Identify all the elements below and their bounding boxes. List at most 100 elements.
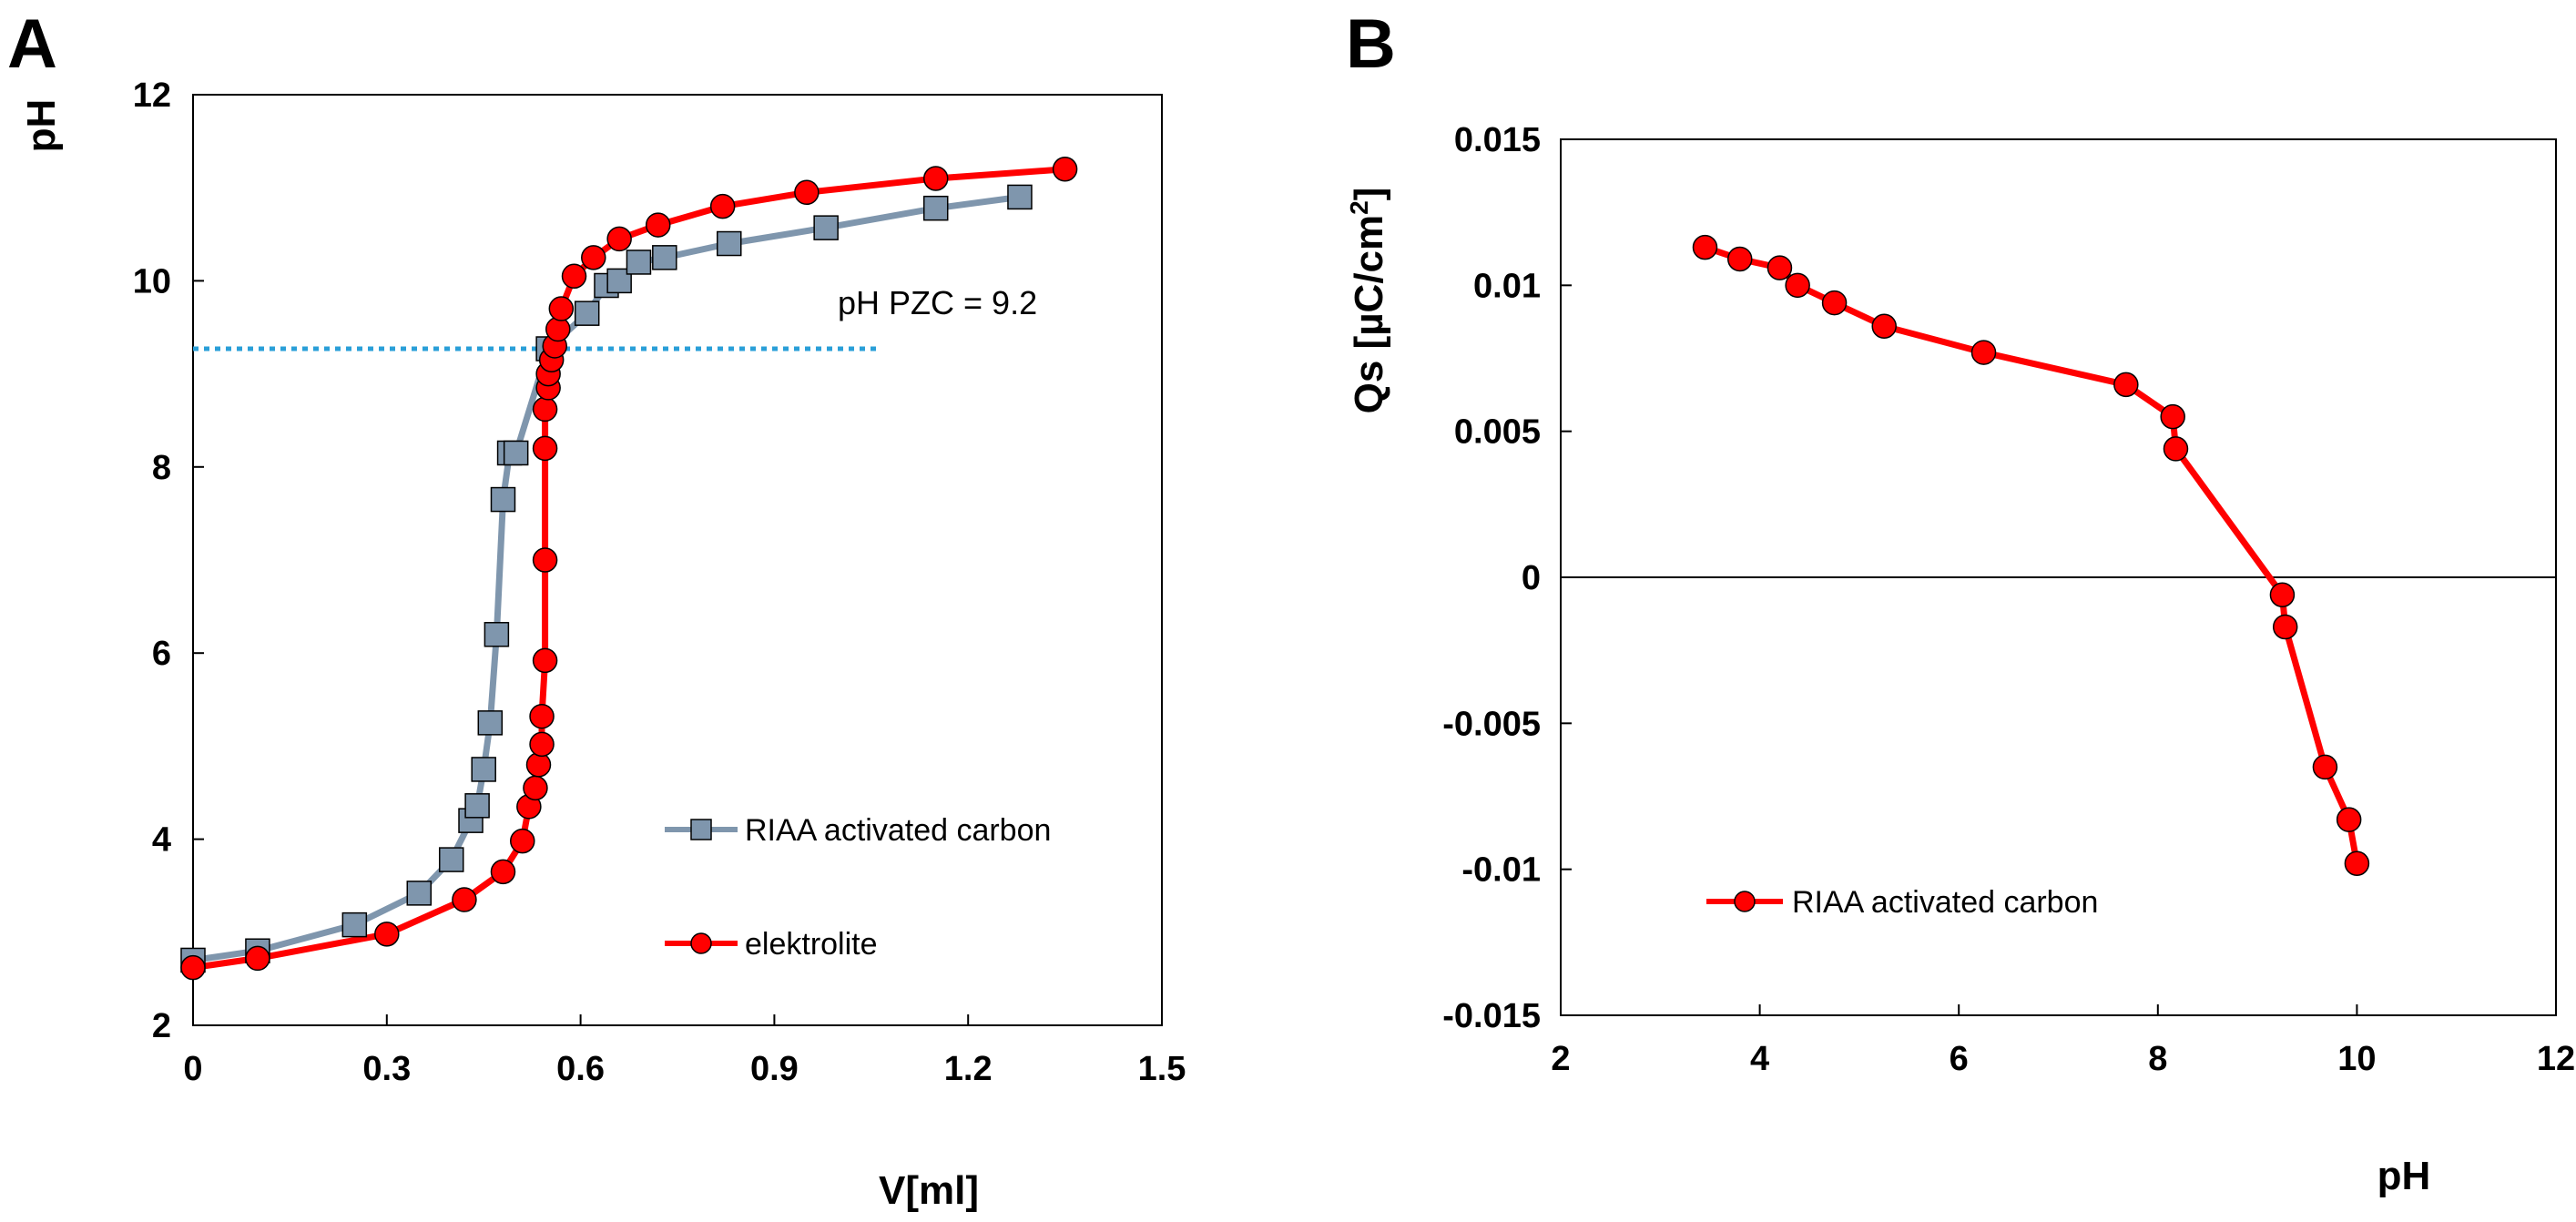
y-tick-label: 0.005 [1454, 413, 1541, 452]
panel-b-y-axis-title-main: Qs [µC/cm [1347, 215, 1391, 414]
data-point-elektrolite [645, 212, 671, 238]
data-point-riaa [406, 881, 433, 906]
x-tick-label: 0.9 [750, 1050, 799, 1088]
y-tick-label: 0.015 [1454, 121, 1541, 159]
data-point-riaa [490, 486, 516, 513]
data-point-riaa [503, 440, 529, 466]
pzc-annotation: pH PZC = 9.2 [838, 284, 1037, 321]
data-point-elektrolite [529, 703, 555, 729]
panel-b-y-axis-title-sup: 2 [1345, 200, 1373, 215]
series-line-riaa-b [1704, 244, 2360, 864]
data-point-riaa-b [1767, 255, 1793, 280]
data-point-riaa-b [1692, 234, 1718, 260]
y-tick-label: 10 [133, 262, 171, 300]
data-point-riaa-b [2160, 403, 2185, 430]
x-tick-label: 10 [2337, 1040, 2376, 1078]
data-point-elektrolite [510, 828, 535, 854]
x-tick-label: 8 [2148, 1040, 2167, 1078]
legend-label-elektrolite: elektrolite [745, 927, 878, 962]
panel-b-legend: RIAA activated carbon [1706, 885, 2098, 920]
panel-a-label: A [7, 5, 57, 83]
data-point-riaa-b [1785, 272, 1810, 299]
legend-entry-riaa: RIAA activated carbon [665, 813, 1051, 848]
y-tick-label: 0 [1522, 559, 1541, 597]
legend-entry-elektrolite: elektrolite [665, 927, 878, 962]
data-point-elektrolite [525, 752, 552, 778]
y-tick-label: -0.015 [1442, 997, 1541, 1035]
data-point-riaa-b [1970, 340, 1997, 365]
data-point-riaa [574, 300, 600, 326]
data-point-riaa-b [2269, 582, 2296, 607]
data-point-riaa [1007, 184, 1033, 210]
panel-a-legend: RIAA activated carbon elektrolite [665, 813, 1051, 962]
x-tick-label: 6 [1950, 1040, 1969, 1078]
data-point-riaa [716, 230, 742, 257]
x-tick-label: 2 [1551, 1040, 1570, 1078]
data-point-riaa-b [2336, 807, 2362, 832]
panel-b-label: B [1346, 5, 1396, 83]
data-point-elektrolite [532, 396, 558, 423]
legend-label-riaa: RIAA activated carbon [745, 813, 1051, 848]
y-tick-label: -0.01 [1461, 851, 1541, 890]
data-point-elektrolite [1052, 157, 1078, 182]
panel-a-plot-frame [192, 94, 1163, 1026]
panel-b-x-axis-title: pH [2377, 1154, 2431, 1198]
data-point-riaa [438, 847, 464, 872]
legend-label-riaa-b: RIAA activated carbon [1792, 885, 2098, 920]
data-point-elektrolite [374, 922, 400, 947]
data-point-elektrolite [561, 263, 587, 290]
data-point-elektrolite [709, 193, 736, 219]
x-tick-label: 12 [2537, 1040, 2575, 1078]
data-point-riaa [471, 757, 496, 782]
y-tick-label: 6 [152, 635, 171, 673]
data-point-elektrolite [532, 435, 558, 462]
panel-a-y-axis-title: pH [19, 99, 64, 153]
data-point-riaa-b [1821, 290, 1848, 316]
data-point-riaa-b [2312, 754, 2338, 780]
data-point-riaa [922, 195, 949, 221]
x-tick-label: 1.2 [944, 1050, 993, 1088]
panel-b-x-ticks: 2 4 6 8 10 12 [1551, 1004, 2575, 1078]
y-tick-label: 4 [152, 821, 171, 860]
data-point-elektrolite [180, 954, 206, 981]
panel-a-y-ticks: 2 4 6 8 10 12 [133, 76, 204, 1045]
data-point-riaa-b [2272, 614, 2298, 640]
data-point-riaa [626, 249, 652, 275]
data-point-riaa-b [2113, 372, 2139, 398]
data-point-elektrolite [452, 887, 477, 912]
panel-b-y-ticks: 0.015 0.01 0.005 0 -0.005 -0.01 -0.015 [1442, 121, 1572, 1035]
data-point-elektrolite [548, 296, 575, 321]
data-point-riaa-b [2344, 850, 2370, 877]
data-point-elektrolite [245, 945, 270, 972]
data-point-riaa [652, 245, 677, 270]
data-point-riaa [813, 215, 839, 240]
data-point-elektrolite [523, 775, 548, 801]
data-point-riaa-b [1726, 246, 1753, 272]
x-tick-label: 1.5 [1138, 1050, 1186, 1088]
legend-marker-elektrolite [690, 932, 712, 954]
data-point-elektrolite [922, 166, 949, 191]
panel-a-x-axis-title: V[ml] [879, 1168, 979, 1213]
data-point-elektrolite [581, 245, 606, 270]
panel-b: B 0.015 0.01 0.005 0 -0.005 -0.01 -0.015 2 4 6 8 1… [1345, 5, 2575, 1198]
panel-a-x-ticks: 0 0.3 0.6 0.9 1.2 1.5 [183, 1014, 1186, 1088]
legend-marker-riaa [690, 819, 712, 840]
data-point-elektrolite [529, 731, 555, 758]
data-point-elektrolite [532, 647, 558, 674]
data-point-elektrolite [606, 226, 632, 252]
data-point-elektrolite [794, 179, 820, 206]
x-tick-label: 0.6 [556, 1050, 605, 1088]
data-point-riaa [477, 710, 504, 736]
x-tick-label: 0 [183, 1050, 202, 1088]
legend-marker-riaa-b [1734, 891, 1756, 912]
x-tick-label: 0.3 [362, 1050, 411, 1088]
data-point-riaa [464, 793, 490, 819]
y-tick-label: 2 [152, 1007, 171, 1045]
panel-a: A 2 4 6 8 10 12 0 0.3 0.6 0.9 1.2 1.5 pH PZC = 9.2… [7, 5, 1186, 1213]
data-point-riaa-b [1871, 313, 1897, 339]
data-point-elektrolite [490, 859, 516, 885]
panel-a-series [180, 157, 1078, 981]
panel-b-y-axis-title: Qs [µC/cm2] [1345, 188, 1391, 414]
data-point-riaa [484, 622, 510, 647]
